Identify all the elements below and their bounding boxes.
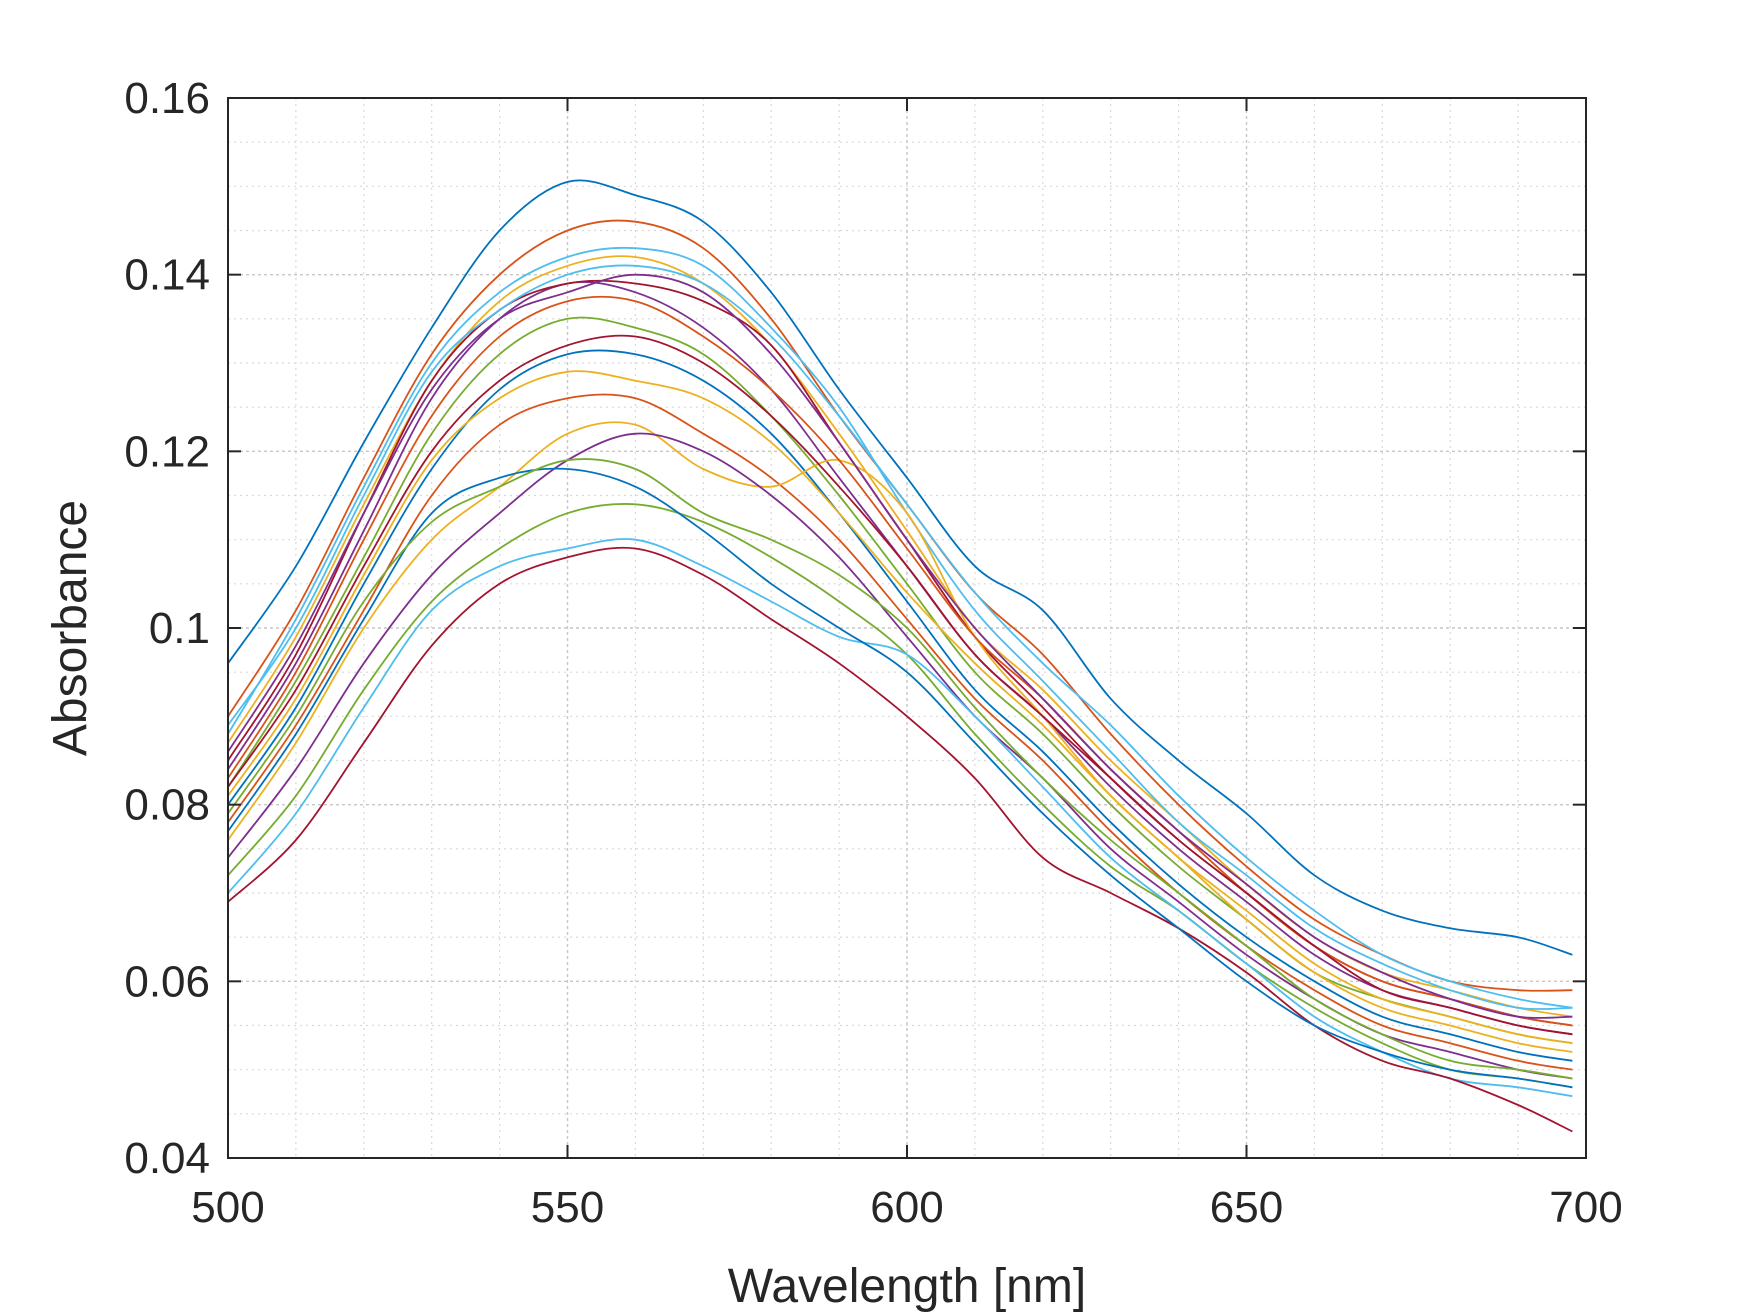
series-line-15 (227, 467, 1573, 1089)
series-line-19 (227, 458, 1573, 1080)
x-tick-label: 550 (531, 1183, 604, 1232)
axis-ticks (227, 97, 1587, 1159)
series-line-10 (227, 421, 1573, 1053)
y-tick-label: 0.16 (124, 74, 210, 123)
series-line-12 (227, 503, 1573, 1089)
series-line-9 (227, 393, 1573, 1071)
x-tick-label: 700 (1549, 1183, 1622, 1232)
y-tick-label: 0.14 (124, 251, 210, 300)
y-tick-label: 0.06 (124, 957, 210, 1006)
series-line-13 (227, 538, 1573, 1098)
series-line-14 (227, 546, 1573, 1133)
x-axis-label: Wavelength [nm] (728, 1260, 1086, 1312)
x-tick-label: 650 (1210, 1183, 1283, 1232)
y-tick-label: 0.12 (124, 427, 210, 476)
series-line-20 (227, 264, 1573, 1009)
x-tick-label: 500 (191, 1183, 264, 1232)
y-axis-label: Absorbance (44, 500, 97, 756)
series-line-6 (227, 246, 1573, 1011)
tick-labels: 500 550 600 650 700 0.04 0.06 0.08 0.1 0.12 0.14 0.… (124, 74, 1622, 1232)
series-line-8 (227, 349, 1573, 1062)
series-line-18 (227, 273, 1573, 1019)
series-line-21 (227, 334, 1573, 1036)
y-tick-label: 0.08 (124, 781, 210, 830)
series-line-4 (227, 281, 1573, 1036)
series-line-16 (227, 295, 1573, 1027)
series-line-17 (227, 370, 1573, 1045)
y-tick-label: 0.04 (124, 1134, 210, 1183)
y-tick-label: 0.1 (149, 604, 210, 653)
series-lines (227, 179, 1573, 1133)
series-line-5 (227, 316, 1573, 1045)
x-tick-label: 600 (870, 1183, 943, 1232)
series-line-1 (227, 179, 1573, 956)
